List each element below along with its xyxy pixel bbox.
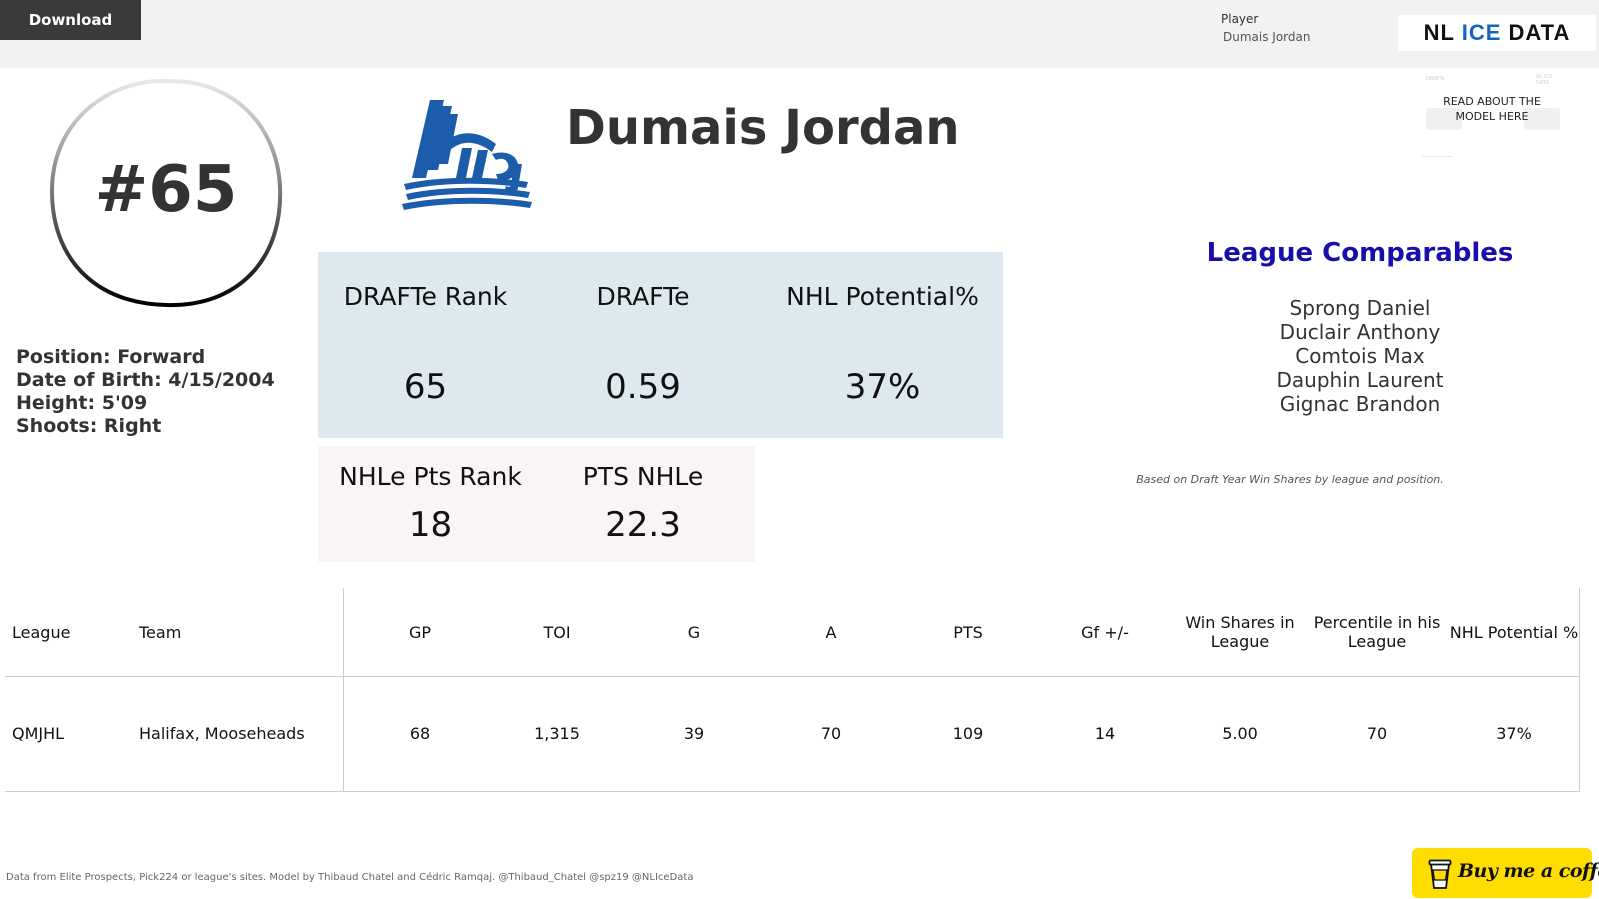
player-name-title: Dumais Jordan (566, 100, 960, 156)
stat-label: PTS NHLe (582, 462, 704, 491)
league-comparables-title: League Comparables (1206, 238, 1514, 268)
stat-nhle-pts-rank: NHLe Pts Rank 18 (318, 462, 543, 545)
comparable-player: Comtois Max (1295, 344, 1425, 368)
table-cell: 1,315 (534, 724, 580, 743)
data-sources-footnote: Data from Elite Prospects, Pick224 or le… (6, 872, 694, 883)
bio-height: Height: 5'09 (16, 392, 148, 414)
stat-pts-nhle: PTS NHLe 22.3 (533, 462, 753, 545)
panel-notch (531, 431, 1003, 438)
table-cell: 70 (1366, 724, 1388, 743)
comparable-player: Sprong Daniel (1289, 296, 1431, 320)
table-header: Gf +/- (1081, 623, 1129, 642)
table-cell: 70 (820, 724, 842, 743)
table-divider (5, 791, 1580, 792)
buy-me-a-coffee-button[interactable]: Buy me a coffee (1412, 848, 1599, 898)
table-cell: QMJHL (12, 724, 65, 743)
ghost-button-left (1426, 108, 1462, 130)
stat-label: NHL Potential% (786, 282, 979, 311)
bio-shoots: Shoots: Right (16, 415, 162, 437)
stat-drafte: DRAFTe 0.59 (533, 282, 753, 407)
lhjmq-logo-icon (402, 100, 532, 210)
buy-me-a-coffee-label[interactable]: Buy me a coffee (1458, 860, 1599, 882)
stat-value: 37% (844, 367, 921, 407)
table-cell: 39 (683, 724, 705, 743)
player-bio: Position: Forward Date of Birth: 4/15/20… (16, 346, 275, 438)
stat-label: DRAFTe (596, 282, 690, 311)
table-divider (343, 588, 344, 792)
ghost-button-right (1524, 108, 1560, 130)
logo-text-ice: ICE (1461, 20, 1502, 45)
bio-position: Position: Forward (16, 346, 206, 368)
player-filter-label: Player (1221, 12, 1259, 26)
logo-text-nl: NL (1423, 20, 1455, 45)
table-header: NHL Potential % (1449, 623, 1579, 642)
coffee-cup-icon (1428, 859, 1452, 889)
comparable-player: Dauphin Laurent (1276, 368, 1444, 392)
table-header: League (12, 623, 71, 642)
comparables-footnote: Based on Draft Year Win Shares by league… (1136, 473, 1444, 486)
stat-label: DRAFTe Rank (343, 282, 508, 311)
table-cell: 37% (1496, 724, 1532, 743)
nl-ice-data-logo: NL ICE DATA (1398, 15, 1596, 51)
jersey-number: #65 (94, 153, 238, 227)
player-filter-value[interactable]: Dumais Jordan (1223, 30, 1311, 44)
table-header: A (825, 623, 837, 642)
comparable-player: Duclair Anthony (1279, 320, 1441, 344)
table-header: Team (139, 623, 182, 642)
comparable-player: Gignac Brandon (1279, 392, 1441, 416)
ghost-thumbnail-text-right: NL ICE DATA (1536, 74, 1553, 86)
bio-date-of-birth: Date of Birth: 4/15/2004 (16, 369, 275, 391)
table-cell: 14 (1094, 724, 1116, 743)
table-header: Percentile in his League (1313, 613, 1441, 651)
stat-value: 22.3 (605, 505, 681, 545)
table-header: G (687, 623, 701, 642)
drafte-stats-panel: DRAFTe Rank 65 DRAFTe 0.59 NHL Potential… (318, 252, 1003, 438)
league-logo (400, 92, 540, 214)
table-cell: 68 (409, 724, 431, 743)
table-cell: 109 (952, 724, 984, 743)
jersey-number-badge: #65 (47, 75, 285, 313)
download-button[interactable]: Download (0, 0, 141, 40)
stat-label: NHLe Pts Rank (339, 462, 522, 491)
read-about-model-link[interactable]: DRAFTe NL ICE DATA READ ABOUT THE MODEL … (1418, 72, 1566, 162)
season-stats-table: League Team GP TOI G A PTS Gf +/- Win Sh… (5, 588, 1580, 792)
player-filter[interactable]: Player Dumais Jordan (1221, 12, 1310, 44)
table-header: Win Shares in League (1185, 613, 1295, 651)
ghost-divider (1422, 156, 1452, 157)
table-cell: Halifax, Mooseheads (139, 724, 305, 743)
league-comparables-list: Sprong Daniel Duclair Anthony Comtois Ma… (1130, 296, 1590, 416)
read-about-model-label[interactable]: READ ABOUT THE MODEL HERE (1443, 95, 1541, 123)
table-cell: 5.00 (1222, 724, 1258, 743)
nhle-stats-panel: NHLe Pts Rank 18 PTS NHLe 22.3 (318, 446, 755, 562)
table-divider (5, 676, 1580, 677)
top-bar: Download Player Dumais Jordan NL ICE DAT… (0, 0, 1599, 68)
stat-nhl-potential: NHL Potential% 37% (770, 282, 995, 407)
stat-drafte-rank: DRAFTe Rank 65 (318, 282, 533, 407)
hand-drawn-circle-icon (49, 78, 283, 308)
table-header: GP (408, 623, 432, 642)
table-header: PTS (953, 623, 983, 642)
table-divider (1579, 588, 1580, 792)
stat-value: 65 (403, 367, 448, 407)
logo-text-data: DATA (1508, 20, 1571, 45)
stat-value: 0.59 (605, 367, 681, 407)
ghost-thumbnail-text-left: DRAFTe (1426, 76, 1445, 82)
stat-value: 18 (408, 505, 453, 545)
table-header: TOI (543, 623, 571, 642)
